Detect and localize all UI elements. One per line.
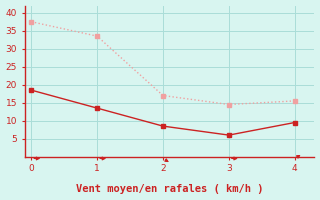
X-axis label: Vent moyen/en rafales ( km/h ): Vent moyen/en rafales ( km/h ) (76, 184, 263, 194)
